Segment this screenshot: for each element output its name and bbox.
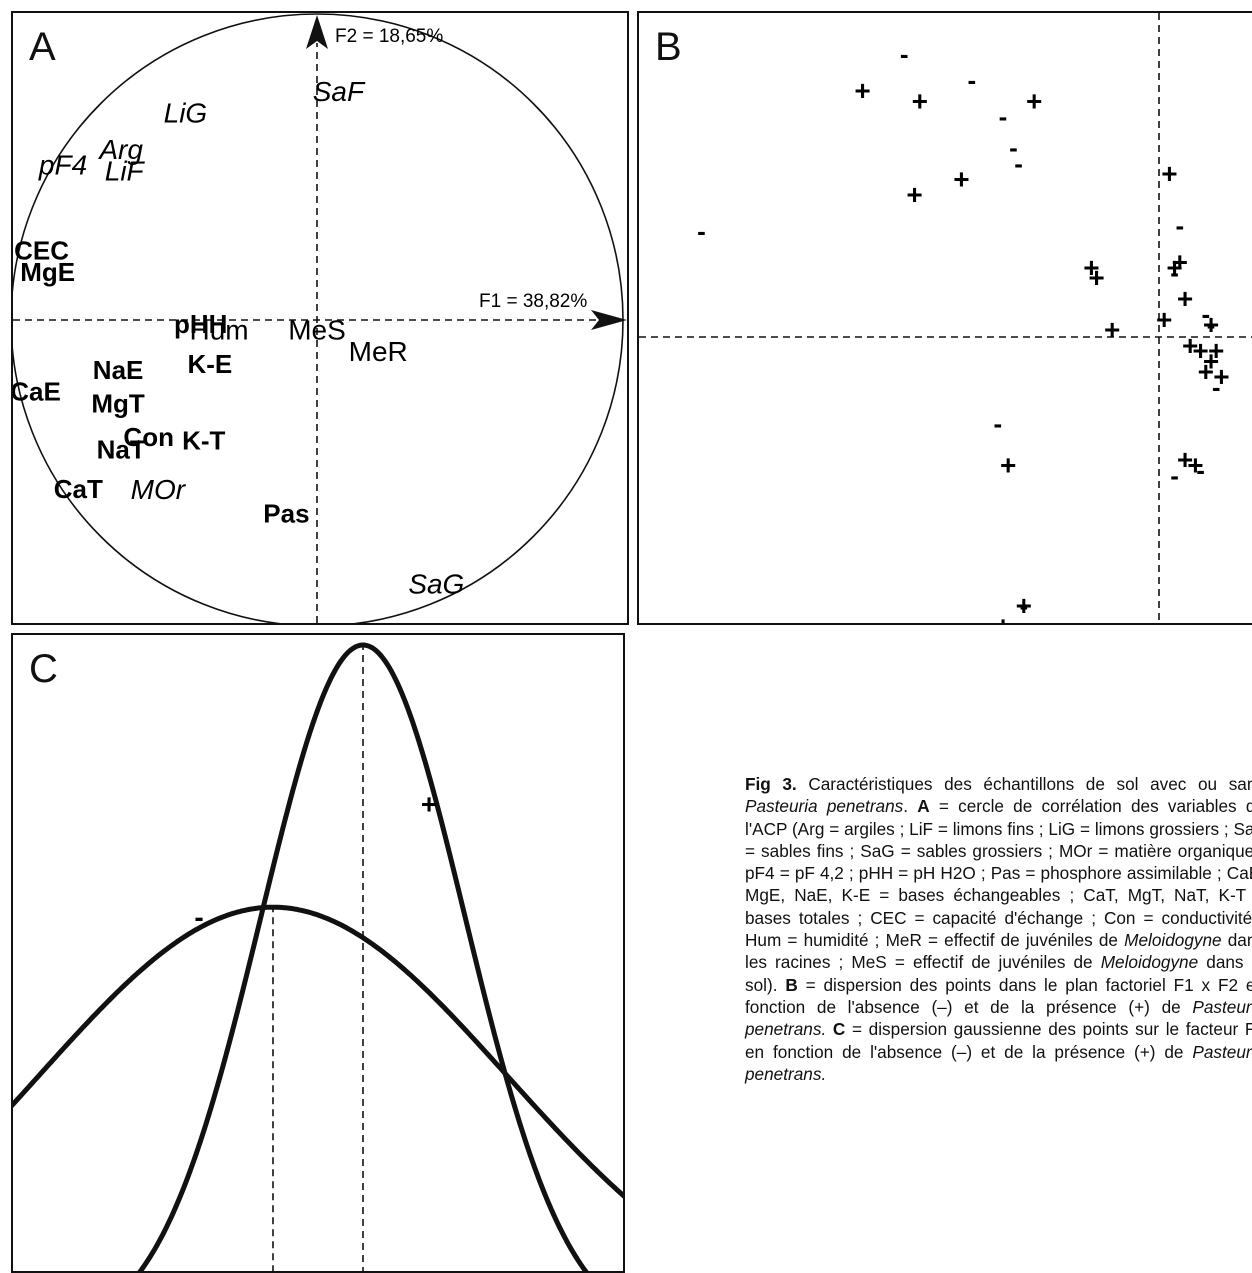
- point-absence: -: [900, 39, 909, 69]
- curve-label: +: [421, 788, 437, 819]
- caption-text: dans les racines ; MeS = effectif de juv…: [745, 930, 1252, 973]
- point-absence: -: [1207, 309, 1216, 339]
- variable-label: CaT: [54, 474, 103, 504]
- variable-label: K-T: [182, 425, 225, 455]
- variable-label: SaF: [313, 76, 366, 107]
- gaussian-curve: [13, 904, 623, 1199]
- caption-species: Meloidogyne: [1100, 952, 1199, 973]
- axis-f1-arrowhead: [591, 310, 627, 330]
- point-presence: +: [1203, 309, 1219, 340]
- point-presence: +: [1026, 85, 1042, 116]
- point-presence: +: [906, 179, 922, 210]
- point-presence: +: [1172, 247, 1188, 278]
- point-presence: +: [912, 85, 928, 116]
- point-absence: -: [697, 216, 706, 246]
- point-presence: +: [953, 163, 969, 194]
- point-presence: +: [1192, 335, 1208, 366]
- variable-label: LiG: [164, 97, 208, 128]
- variable-label: MgT: [91, 389, 145, 419]
- point-absence: -: [1014, 148, 1023, 178]
- variable-label: NaE: [93, 355, 144, 385]
- caption-text: dans le sol).: [745, 952, 1252, 995]
- point-presence: +: [1213, 361, 1229, 392]
- variable-label: MeR: [349, 336, 408, 367]
- caption-species: Pasteuria penetrans.: [745, 996, 1252, 1040]
- caption-text: = cercle de corrélation des variables de…: [745, 796, 1252, 951]
- point-absence: -: [1196, 455, 1205, 485]
- variable-label: Pas: [263, 499, 309, 529]
- caption-text: Caractéristiques des échantillons de sol…: [796, 774, 1252, 794]
- caption-species: Pasteuria penetrans.: [745, 1041, 1252, 1084]
- point-presence: +: [1161, 158, 1177, 189]
- variable-label: MOr: [131, 474, 187, 505]
- point-presence: +: [1166, 252, 1182, 283]
- panel-c-letter: C: [29, 647, 58, 691]
- point-presence: +: [1088, 262, 1104, 293]
- gaussian-curve: [137, 642, 589, 1271]
- caption-text: [826, 1019, 833, 1039]
- point-presence: +: [995, 611, 1011, 623]
- variable-label: CaE: [13, 376, 61, 406]
- gaussian-dispersion: +-: [13, 642, 623, 1271]
- caption-panel-b-ref: B: [785, 974, 798, 995]
- point-absence: -: [1170, 460, 1179, 490]
- variable-label: MeS: [288, 315, 346, 346]
- panel-c: C + -: [11, 633, 625, 1273]
- point-presence: +: [1156, 304, 1172, 335]
- point-presence: +: [1187, 449, 1203, 480]
- point-absence: -: [1212, 372, 1221, 402]
- axis-f2-arrowhead: [306, 15, 328, 49]
- caption-text: .: [903, 796, 918, 817]
- variable-label: Con: [123, 422, 174, 452]
- point-presence: +: [1177, 444, 1193, 475]
- point-absence: -: [993, 408, 1002, 438]
- caption-species: Pasteuria penetrans: [745, 796, 904, 817]
- panel-a: A F1 = 38,82% F2 = 18,65% SaF LiG Arg pF4 LiF C…: [11, 11, 629, 625]
- point-absence: -: [1170, 257, 1179, 287]
- variable-label: pHH: [174, 309, 227, 339]
- correlation-circle: F1 = 38,82% F2 = 18,65% SaF LiG Arg pF4 LiF CEC…: [13, 13, 627, 623]
- point-presence: +: [1182, 330, 1198, 361]
- variable-label: MgE: [20, 257, 75, 287]
- axis-f1-label: F1 = 38,82%: [479, 291, 587, 312]
- panel-b: B ++++++++++++++++++++++++++------------…: [637, 11, 1252, 625]
- point-presence: +: [1177, 283, 1193, 314]
- point-absence: -: [999, 101, 1008, 131]
- point-absence: -: [1009, 133, 1018, 163]
- axis-f2-label: F2 = 18,65%: [335, 26, 443, 47]
- variable-label: Arg: [97, 134, 143, 165]
- panel-a-letter: A: [29, 25, 56, 69]
- point-presence: +: [1208, 335, 1224, 366]
- caption-panel-c-ref: C: [832, 1019, 846, 1040]
- point-presence: +: [854, 75, 870, 106]
- variable-label: K-E: [188, 349, 233, 379]
- curve-label: -: [194, 901, 203, 932]
- variable-label: LiF: [105, 156, 146, 187]
- figure-caption: Fig 3. Caractéristiques des échantillons…: [745, 773, 1252, 1085]
- point-absence: -: [1201, 299, 1210, 329]
- point-absence: -: [1175, 211, 1184, 241]
- caption-text: = dispersion des points dans le plan fac…: [745, 974, 1252, 1017]
- variable-label: NaT: [97, 434, 146, 464]
- caption-species: Meloidogyne: [1124, 930, 1222, 951]
- caption-fig-number: Fig 3.: [745, 774, 797, 794]
- caption-panel-a-ref: A: [917, 796, 930, 817]
- point-absence: -: [967, 65, 976, 95]
- point-presence: +: [1016, 590, 1032, 621]
- factorial-plane-scatter: ++++++++++++++++++++++++++--------------…: [639, 13, 1252, 623]
- variable-label: SaG: [408, 569, 464, 600]
- variable-label: Hum: [190, 315, 249, 346]
- point-presence: +: [1104, 314, 1120, 345]
- point-presence: +: [1000, 449, 1016, 480]
- variable-label: pF4: [38, 149, 87, 180]
- caption-text: = dispersion gaussienne des points sur l…: [745, 1019, 1252, 1062]
- point-presence: +: [1203, 345, 1219, 376]
- point-presence: +: [1198, 356, 1214, 387]
- panel-b-letter: B: [655, 25, 682, 69]
- point-absence: -: [1019, 590, 1028, 620]
- variable-label: CEC: [14, 236, 69, 266]
- point-presence: +: [1083, 252, 1099, 283]
